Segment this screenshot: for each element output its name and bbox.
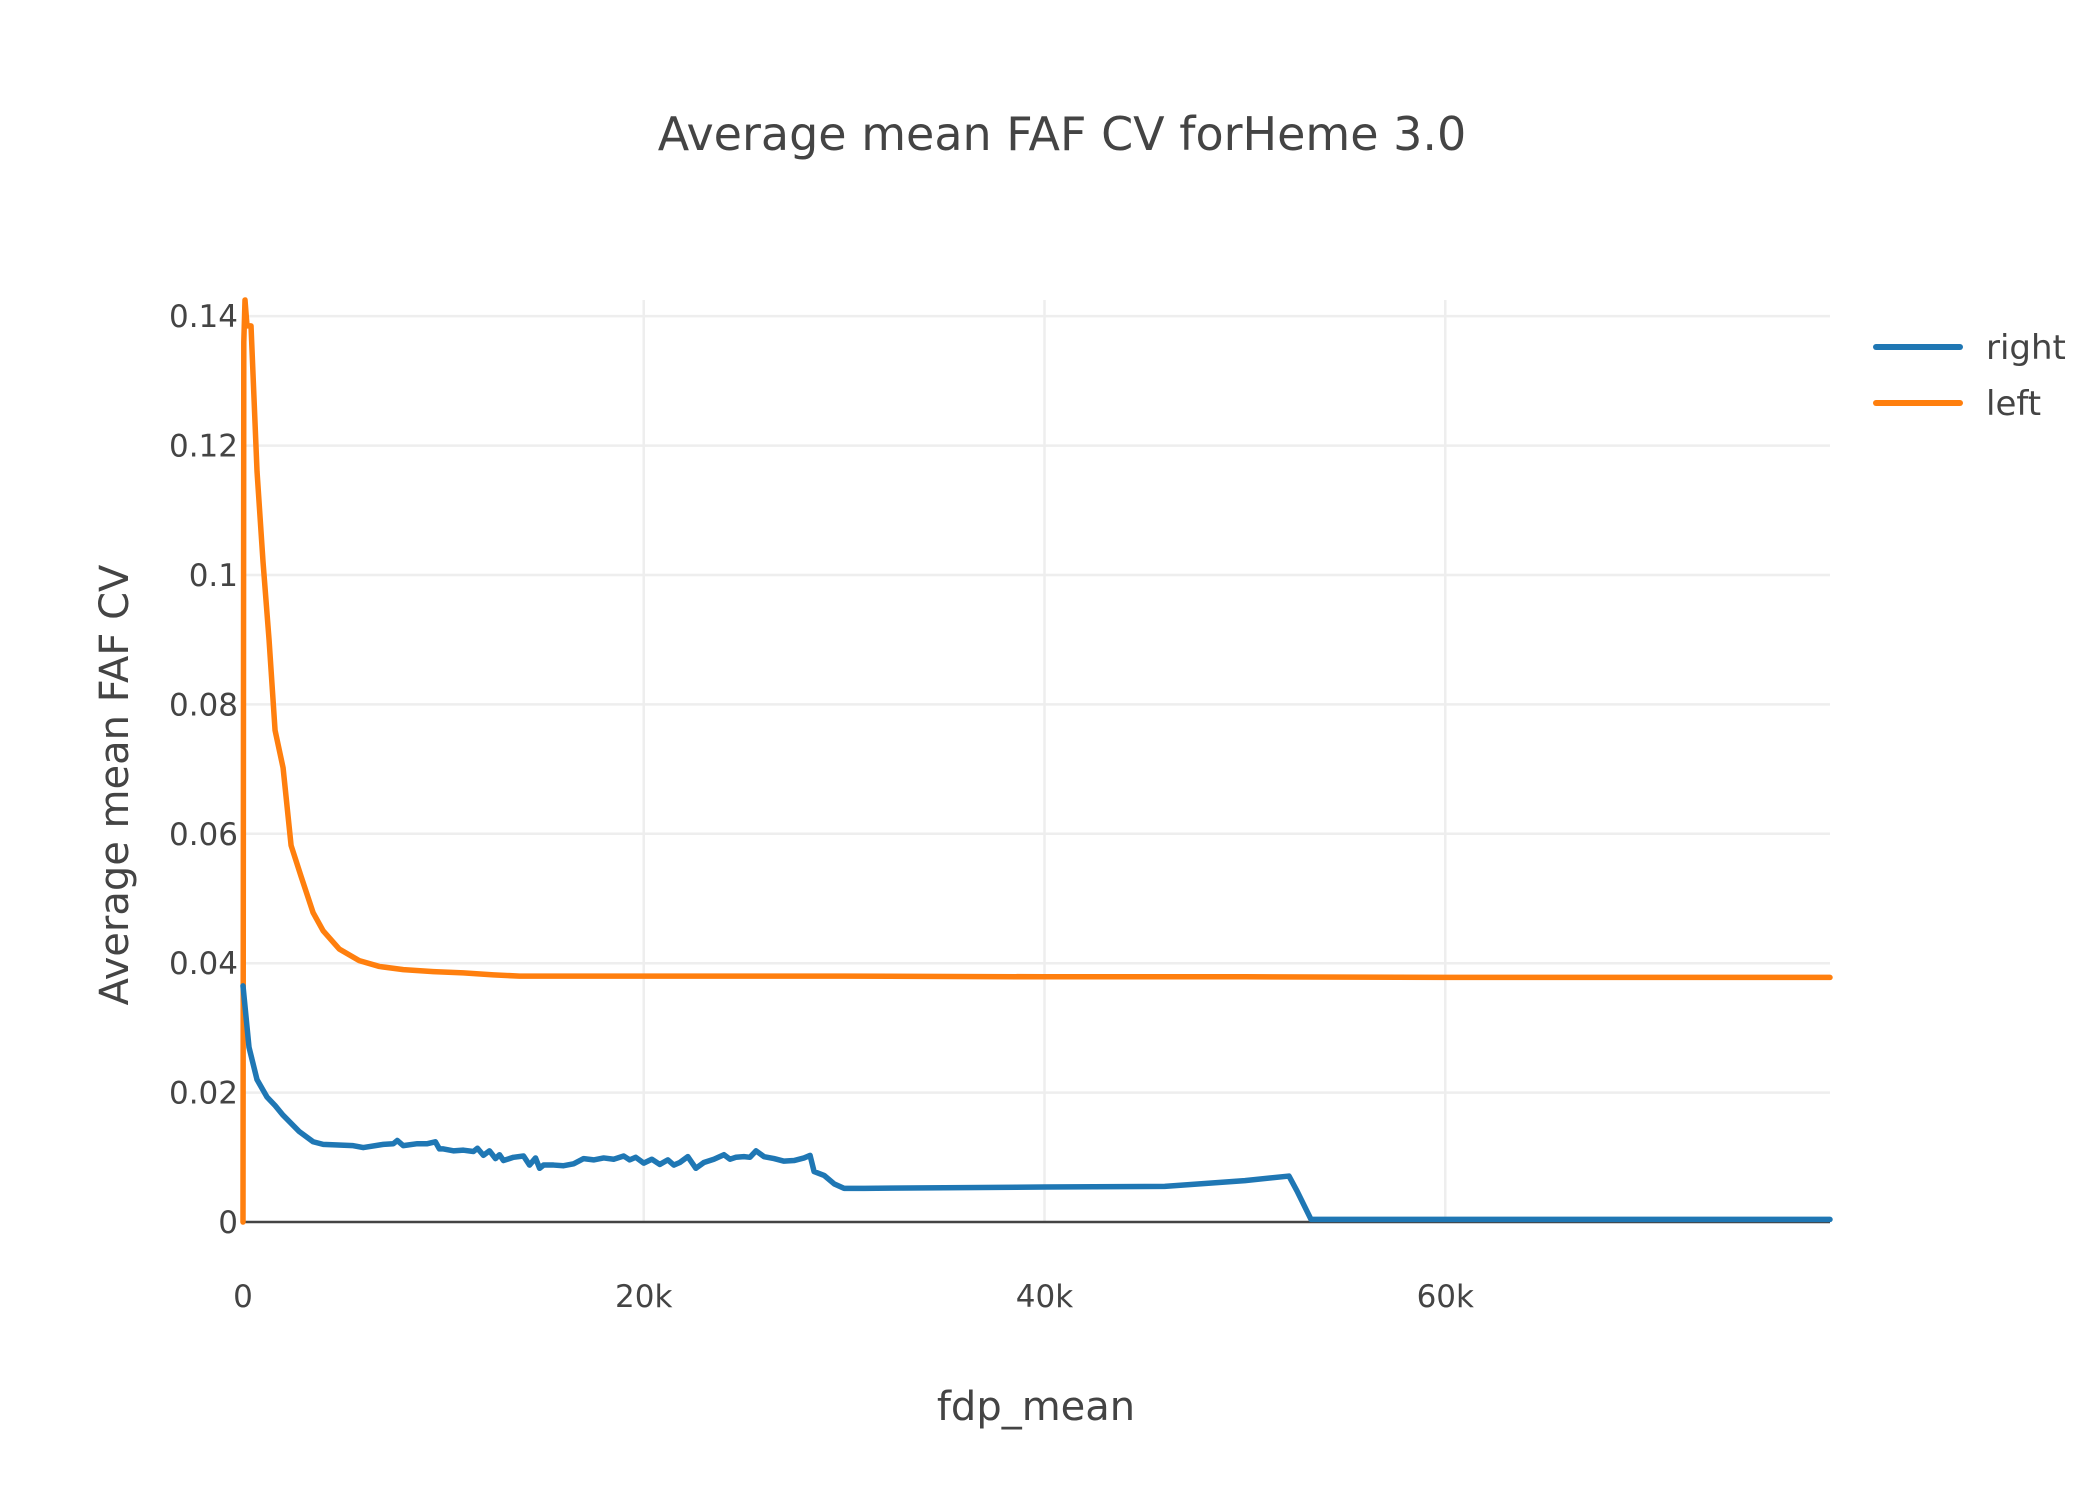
legend-label-left: left bbox=[1986, 384, 2041, 424]
legend[interactable]: right left bbox=[1873, 328, 2066, 424]
legend-item-right[interactable]: right bbox=[1873, 328, 2066, 368]
y-tick-label: 0.14 bbox=[169, 299, 238, 335]
y-tick-label: 0.08 bbox=[169, 687, 238, 723]
tick-labels: 0 0.02 0.04 0.06 0.08 0.1 0.12 0.14 0 20k 40k 60k bbox=[169, 299, 1474, 1315]
y-tick-label: 0.06 bbox=[169, 817, 238, 853]
legend-label-right: right bbox=[1986, 328, 2066, 368]
y-tick-label: 0.12 bbox=[169, 429, 238, 465]
x-tick-label: 60k bbox=[1417, 1279, 1474, 1315]
y-axis-title: Average mean FAF CV bbox=[92, 564, 138, 1005]
x-axis-title: fdp_mean bbox=[937, 1384, 1135, 1430]
chart-title: Average mean FAF CV forHeme 3.0 bbox=[658, 107, 1467, 161]
series-line-right[interactable] bbox=[240, 983, 1833, 1223]
y-tick-label: 0.04 bbox=[169, 946, 238, 982]
legend-item-left[interactable]: left bbox=[1873, 384, 2041, 424]
series-line-left[interactable] bbox=[240, 297, 1833, 1225]
y-tick-label: 0.1 bbox=[189, 558, 238, 594]
x-tick-label: 40k bbox=[1016, 1279, 1073, 1315]
grid bbox=[243, 300, 1830, 1224]
y-tick-label: 0 bbox=[218, 1205, 238, 1241]
x-tick-label: 0 bbox=[233, 1279, 253, 1315]
y-tick-label: 0.02 bbox=[169, 1076, 238, 1112]
plot-area bbox=[240, 297, 1833, 1225]
x-tick-label: 20k bbox=[615, 1279, 672, 1315]
